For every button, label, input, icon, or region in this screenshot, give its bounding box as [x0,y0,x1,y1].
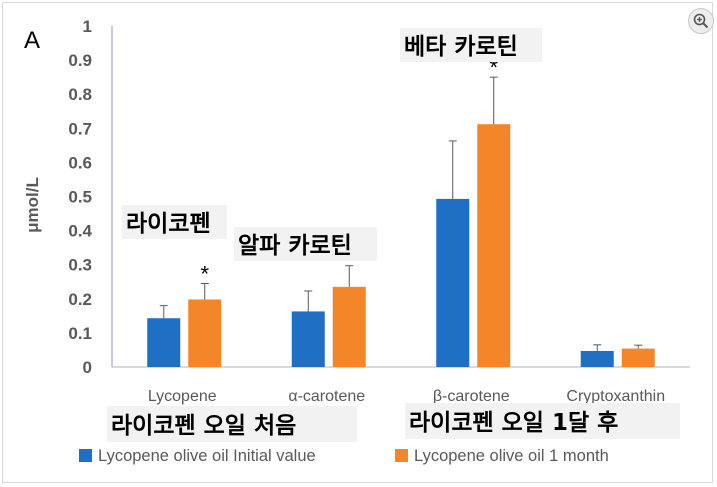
y-tick-label: 0 [83,358,92,377]
legend-swatch-month [395,449,408,462]
annotation-initial-bg [107,406,357,442]
bar-month-1 [332,286,366,367]
bar-month-3 [621,348,655,367]
y-tick-label: 1 [83,17,92,36]
x-tick-label: Lycopene [148,388,217,405]
bar-initial-0 [147,318,181,367]
annotation-lycopene: 라이코펜 [126,211,211,237]
legend-label-month: Lycopene olive oil 1 month [414,447,609,465]
y-axis-ticks: 0 0.1 0.2 0.3 0.4 0.5 0.6 0.7 0.8 0.9 1 [68,17,92,377]
annotation-beta-bg [400,28,542,62]
bars-layer: *** [147,55,655,367]
panel-label: A [24,27,40,54]
significance-marker: * [200,261,209,286]
annotation-month: 라이코펜 오일 1달 후 [409,410,618,436]
annotation-beta: 베타 카로틴 [404,34,518,60]
annotation-month-bg [405,403,680,439]
bar-initial-1 [291,311,325,367]
y-tick-label: 0.1 [68,324,92,343]
annotation-initial: 라이코펜 오일 처음 [111,413,296,439]
annotation-lycopene-bg [122,205,227,239]
y-axis-label: μmol/L [23,177,42,233]
y-tick-label: 0.2 [68,290,92,309]
y-tick-label: 0.3 [68,256,92,275]
y-tick-label: 0.7 [68,119,92,138]
legend-label-initial: Lycopene olive oil Initial value [98,447,316,465]
x-tick-label: α-carotene [288,388,365,405]
y-tick-label: 0.5 [68,188,92,207]
y-tick-label: 0.6 [68,153,92,172]
x-axis-ticks: Lycopene α-carotene β-carotene Cryptoxanthi… [148,388,665,405]
bar-initial-3 [580,350,614,367]
x-tick-label: Cryptoxanthin [566,388,665,405]
legend-swatch-initial [79,449,92,462]
bar-month-0 [188,299,222,367]
y-tick-label: 0.8 [68,85,92,104]
bar-month-2 [477,124,511,367]
zoom-in-icon [693,13,709,29]
y-tick-label: 0.4 [68,222,92,241]
annotation-alpha: 알파 카로틴 [238,233,352,259]
y-tick-label: 0.9 [68,51,92,70]
bar-initial-2 [436,198,470,367]
annotation-alpha-bg [234,227,377,261]
significance-marker: * [489,55,498,80]
x-tick-label: β-carotene [433,388,510,405]
zoom-button[interactable] [688,8,714,34]
